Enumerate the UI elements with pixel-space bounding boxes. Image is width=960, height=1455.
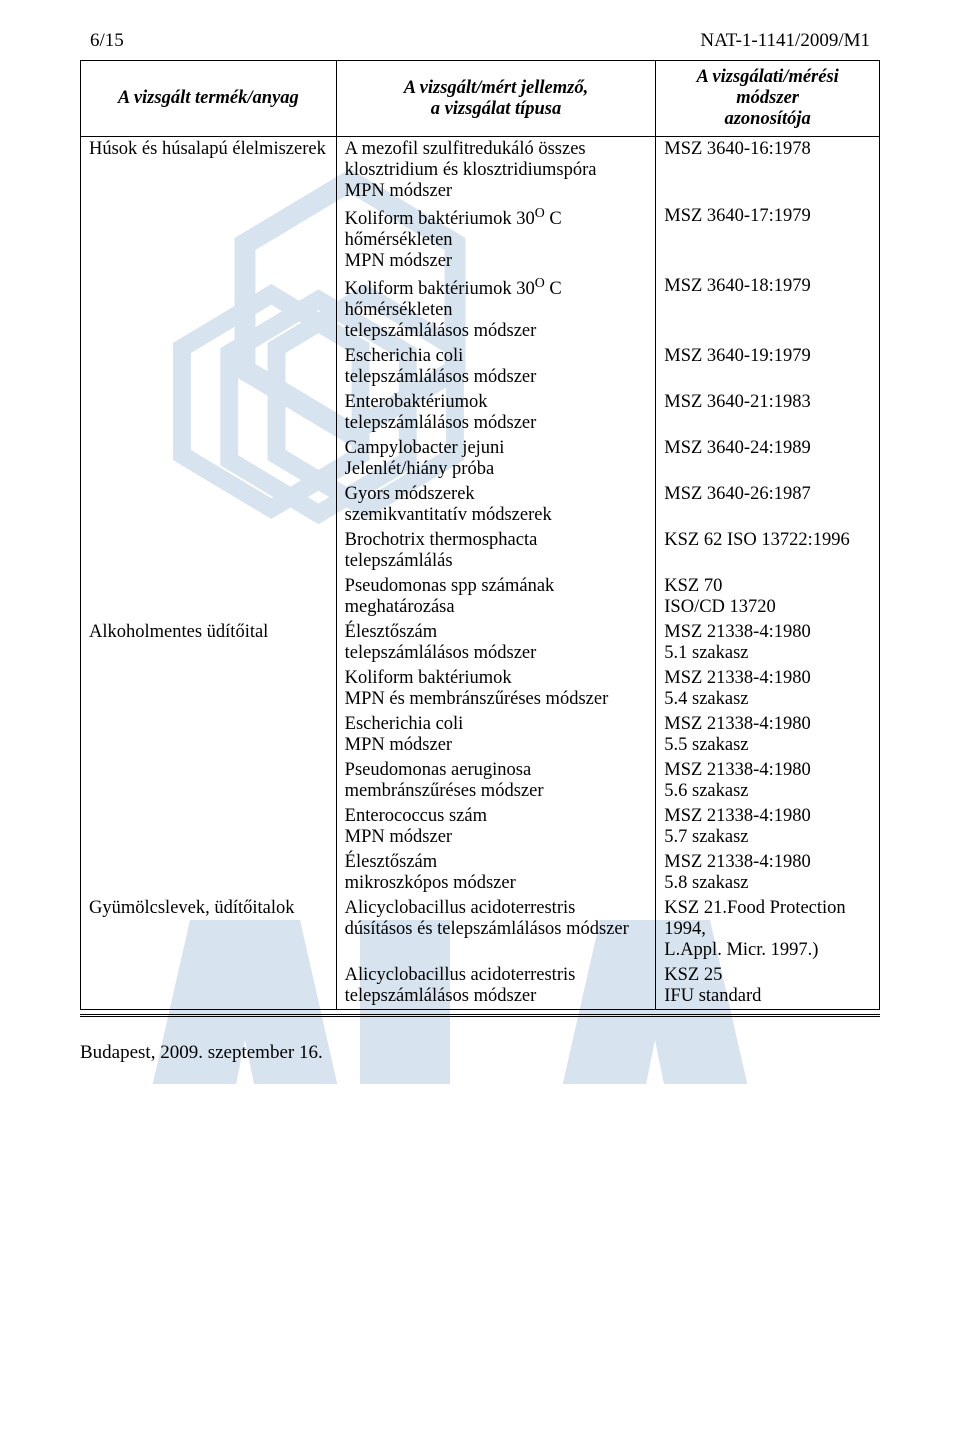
cell-id: MSZ 21338-4:1980 5.6 szakasz xyxy=(656,758,880,804)
cell-id: MSZ 21338-4:1980 5.8 szakasz xyxy=(656,850,880,896)
table-row: Gyors módszerek szemikvantitatív módszer… xyxy=(81,482,880,528)
cell-product: Alkoholmentes üdítőital xyxy=(81,620,337,666)
cell-method: Campylobacter jejuni Jelenlét/hiány prób… xyxy=(336,436,656,482)
table-row: Koliform baktériumok 30O C hőmérsékleten… xyxy=(81,274,880,344)
double-rule xyxy=(80,1014,880,1018)
cell-id: MSZ 21338-4:1980 5.7 szakasz xyxy=(656,804,880,850)
table-row: Escherichia coli telepszámlálásos módsze… xyxy=(81,344,880,390)
table-row: Élesztőszám mikroszkópos módszer MSZ 213… xyxy=(81,850,880,896)
table-row: Alkoholmentes üdítőital Élesztőszám tele… xyxy=(81,620,880,666)
cell-id: KSZ 21.Food Protection 1994, L.Appl. Mic… xyxy=(656,896,880,963)
cell-method: Escherichia coli telepszámlálásos módsze… xyxy=(336,344,656,390)
page-header: 6/15 NAT-1-1141/2009/M1 xyxy=(80,30,880,60)
cell-product: Gyümölcslevek, üdítőitalok xyxy=(81,896,337,963)
table-row: Húsok és húsalapú élelmiszerek A mezofil… xyxy=(81,137,880,205)
table-row: Enterococcus szám MPN módszer MSZ 21338-… xyxy=(81,804,880,850)
cell-id: KSZ 25 IFU standard xyxy=(656,963,880,1010)
cell-id: MSZ 3640-17:1979 xyxy=(656,204,880,274)
doc-id: NAT-1-1141/2009/M1 xyxy=(700,30,870,52)
cell-id: MSZ 3640-18:1979 xyxy=(656,274,880,344)
cell-id: MSZ 3640-19:1979 xyxy=(656,344,880,390)
table-row: Escherichia coli MPN módszer MSZ 21338-4… xyxy=(81,712,880,758)
cell-id: MSZ 21338-4:1980 5.4 szakasz xyxy=(656,666,880,712)
table-row: Brochotrix thermosphacta telepszámlálás … xyxy=(81,528,880,574)
cell-id: MSZ 21338-4:1980 5.5 szakasz xyxy=(656,712,880,758)
cell-method: Enterobaktériumok telepszámlálásos módsz… xyxy=(336,390,656,436)
table-header: A vizsgált termék/anyag A vizsgált/mért … xyxy=(81,61,880,137)
cell-id: KSZ 62 ISO 13722:1996 xyxy=(656,528,880,574)
cell-id: MSZ 21338-4:1980 5.1 szakasz xyxy=(656,620,880,666)
cell-product: Húsok és húsalapú élelmiszerek xyxy=(81,137,337,205)
cell-id: MSZ 3640-24:1989 xyxy=(656,436,880,482)
footer-date: Budapest, 2009. szeptember 16. xyxy=(80,1042,880,1064)
table-row: Gyümölcslevek, üdítőitalok Alicyclobacil… xyxy=(81,896,880,963)
col-header-id: A vizsgálati/mérési módszer azonosítója xyxy=(656,61,880,137)
cell-method: A mezofil szulfitredukáló összes klosztr… xyxy=(336,137,656,205)
cell-method: Élesztőszám mikroszkópos módszer xyxy=(336,850,656,896)
table-row: Pseudomonas spp számának meghatározása K… xyxy=(81,574,880,620)
col-header-method: A vizsgált/mért jellemző, a vizsgálat tí… xyxy=(336,61,656,137)
cell-method: Koliform baktériumok MPN és membránszűré… xyxy=(336,666,656,712)
cell-method: Alicyclobacillus acidoterrestris dúsítás… xyxy=(336,896,656,963)
cell-method: Alicyclobacillus acidoterrestris telepsz… xyxy=(336,963,656,1010)
cell-method: Enterococcus szám MPN módszer xyxy=(336,804,656,850)
cell-method: Koliform baktériumok 30O C hőmérsékleten… xyxy=(336,274,656,344)
table-row: Campylobacter jejuni Jelenlét/hiány prób… xyxy=(81,436,880,482)
cell-method: Pseudomonas spp számának meghatározása xyxy=(336,574,656,620)
table-row: Koliform baktériumok 30O C hőmérsékleten… xyxy=(81,204,880,274)
cell-method: Koliform baktériumok 30O C hőmérsékleten… xyxy=(336,204,656,274)
table-row: Pseudomonas aeruginosa membránszűréses m… xyxy=(81,758,880,804)
cell-method: Élesztőszám telepszámlálásos módszer xyxy=(336,620,656,666)
cell-id: MSZ 3640-21:1983 xyxy=(656,390,880,436)
col-header-product: A vizsgált termék/anyag xyxy=(81,61,337,137)
table-row: Koliform baktériumok MPN és membránszűré… xyxy=(81,666,880,712)
standards-table: A vizsgált termék/anyag A vizsgált/mért … xyxy=(80,60,880,1010)
cell-id: KSZ 70 ISO/CD 13720 xyxy=(656,574,880,620)
table-row: Enterobaktériumok telepszámlálásos módsz… xyxy=(81,390,880,436)
cell-method: Gyors módszerek szemikvantitatív módszer… xyxy=(336,482,656,528)
table-row: Alicyclobacillus acidoterrestris telepsz… xyxy=(81,963,880,1010)
cell-id: MSZ 3640-16:1978 xyxy=(656,137,880,205)
page-number: 6/15 xyxy=(90,30,124,52)
cell-method: Pseudomonas aeruginosa membránszűréses m… xyxy=(336,758,656,804)
cell-method: Brochotrix thermosphacta telepszámlálás xyxy=(336,528,656,574)
cell-id: MSZ 3640-26:1987 xyxy=(656,482,880,528)
cell-method: Escherichia coli MPN módszer xyxy=(336,712,656,758)
